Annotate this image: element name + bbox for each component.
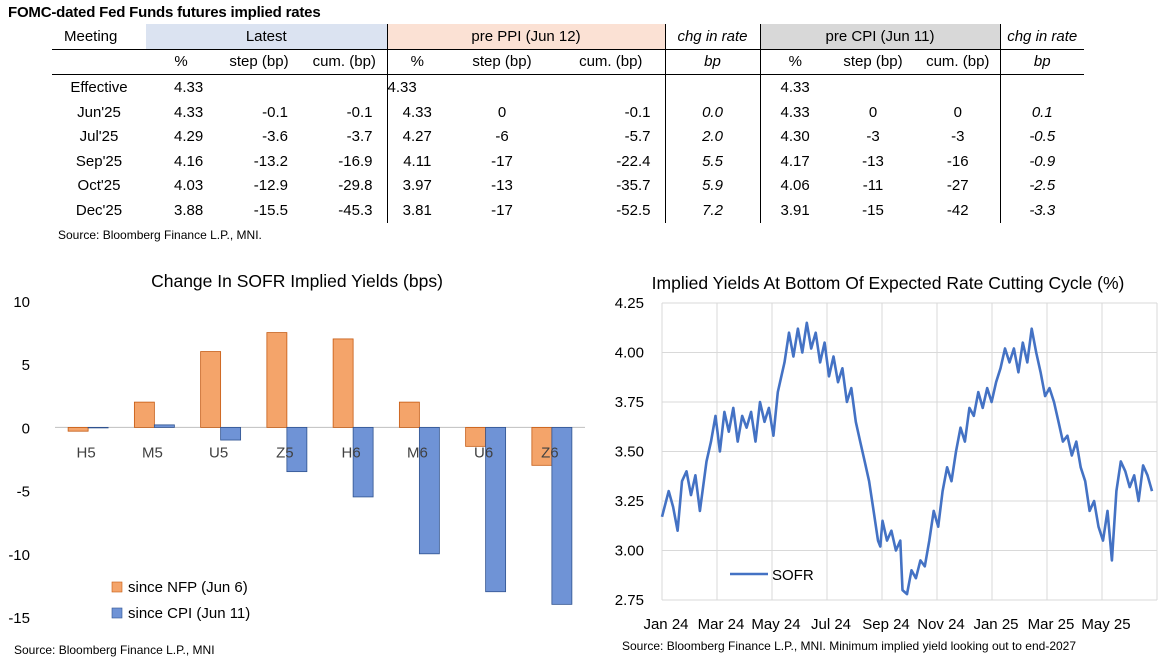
table-row: Jun'25 4.33 -0.1 -0.1 4.33 0 -0.1 0.0 4.… xyxy=(52,99,1084,125)
bar-x-tick-label: M6 xyxy=(407,444,428,461)
subheader-step: step (bp) xyxy=(447,49,557,76)
bar-y-tick-label: 5 xyxy=(22,357,30,374)
table-row: Sep'25 4.16 -13.2 -16.9 4.11 -17 -22.4 5… xyxy=(52,148,1084,174)
bar-x-tick-label: Z6 xyxy=(541,444,559,461)
line-x-tick-label: Mar 24 xyxy=(698,616,745,633)
legend-swatch-nfp xyxy=(111,581,123,593)
line-x-tick-label: Mar 25 xyxy=(1028,616,1075,633)
table-row: Jul'25 4.29 -3.6 -3.7 4.27 -6 -5.7 2.0 4… xyxy=(52,124,1084,149)
line-y-tick-label: 3.50 xyxy=(615,444,644,461)
bar-cpi-u6 xyxy=(485,426,507,593)
legend-swatch-cpi xyxy=(111,607,123,619)
line-x-tick-label: May 25 xyxy=(1081,616,1130,633)
bar-nfp-h5 xyxy=(67,426,89,432)
implied-yield-line-chart: Implied Yields At Bottom Of Expected Rat… xyxy=(615,273,1158,653)
line-x-tick-label: Jul 24 xyxy=(811,616,851,633)
sofr-change-bar-chart: Change In SOFR Implied Yields (bps) 10 5 0… xyxy=(8,271,585,657)
table-source-note: Source: Bloomberg Finance L.P., MNI. xyxy=(58,228,262,242)
line-y-tick-label: 2.75 xyxy=(615,592,644,609)
line-x-tick-label: Jan 24 xyxy=(643,616,688,633)
line-x-tick-label: May 24 xyxy=(751,616,800,633)
line-chart-gridlines xyxy=(661,302,1158,601)
bar-cpi-m5 xyxy=(153,424,175,428)
subheader-cum: cum. (bp) xyxy=(302,49,388,76)
table-row: Dec'25 3.88 -15.5 -45.3 3.81 -17 -52.5 7… xyxy=(52,198,1084,223)
line-chart-title: Implied Yields At Bottom Of Expected Rat… xyxy=(652,273,1125,293)
bar-x-tick-label: U5 xyxy=(209,444,228,461)
subheader-pct: % xyxy=(387,49,447,76)
line-y-tick-label: 4.25 xyxy=(615,295,644,312)
line-y-tick-label: 3.00 xyxy=(615,543,644,560)
header-latest: Latest xyxy=(146,24,388,50)
bar-cpi-h5 xyxy=(87,426,109,429)
bar-chart-bars xyxy=(67,332,573,605)
bar-chart-source-note: Source: Bloomberg Finance L.P., MNI xyxy=(14,643,215,657)
subheader-pct: % xyxy=(146,49,216,76)
subheader-step: step (bp) xyxy=(830,49,916,76)
line-chart-y-axis: 4.25 4.00 3.75 3.50 3.25 3.00 2.75 xyxy=(615,295,644,609)
legend-label-sofr: SOFR xyxy=(772,567,814,584)
line-y-tick-label: 3.25 xyxy=(615,493,644,510)
line-x-tick-label: Jan 25 xyxy=(973,616,1018,633)
bar-cpi-u5 xyxy=(220,426,242,441)
subheader-cum: cum. (bp) xyxy=(557,49,666,76)
header-chg-in-rate-2: chg in rate xyxy=(1000,24,1084,50)
table-title: FOMC-dated Fed Funds futures implied rat… xyxy=(8,4,321,21)
bar-cpi-z6 xyxy=(551,426,573,605)
bar-cpi-m6 xyxy=(418,426,440,555)
header-chg-in-rate-1: chg in rate xyxy=(665,24,760,50)
subheader-cum: cum. (bp) xyxy=(916,49,1001,76)
subheader-pct: % xyxy=(759,49,830,76)
bar-x-tick-label: M5 xyxy=(142,444,163,461)
bar-x-tick-label: Z5 xyxy=(276,444,294,461)
line-x-tick-label: Nov 24 xyxy=(917,616,965,633)
bar-y-tick-label: -5 xyxy=(17,484,30,501)
bar-nfp-z5 xyxy=(266,332,288,428)
legend-label-nfp: since NFP (Jun 6) xyxy=(128,579,248,596)
header-meeting: Meeting xyxy=(52,24,146,50)
bar-cpi-z5 xyxy=(286,426,308,473)
line-chart-source-note: Source: Bloomberg Finance L.P., MNI. Min… xyxy=(622,639,1076,653)
bar-x-tick-label: U6 xyxy=(474,444,493,461)
header-pre-cpi: pre CPI (Jun 11) xyxy=(759,24,1001,50)
bar-chart-title: Change In SOFR Implied Yields (bps) xyxy=(151,271,443,291)
line-y-tick-label: 4.00 xyxy=(615,345,644,362)
bar-y-tick-label: -15 xyxy=(8,610,30,627)
table-row: Oct'25 4.03 -12.9 -29.8 3.97 -13 -35.7 5… xyxy=(52,173,1084,199)
table-row: Effective 4.33 4.33 4.33 xyxy=(52,74,1084,100)
fomc-rates-table: Meeting Latest pre PPI (Jun 12) chg in r… xyxy=(52,24,1084,223)
line-y-tick-label: 3.75 xyxy=(615,394,644,411)
bar-x-tick-label: H5 xyxy=(77,444,96,461)
bar-y-tick-label: -10 xyxy=(8,547,30,564)
line-x-tick-label: Sep 24 xyxy=(862,616,910,633)
bar-nfp-m5 xyxy=(133,401,155,428)
bar-x-tick-label: H6 xyxy=(342,444,361,461)
sofr-series-line xyxy=(660,321,1154,596)
bar-y-tick-label: 10 xyxy=(13,294,30,311)
line-chart-legend: SOFR xyxy=(730,567,814,584)
bar-nfp-h6 xyxy=(332,338,354,428)
legend-label-cpi: since CPI (Jun 11) xyxy=(128,605,250,622)
bar-chart-legend: since NFP (Jun 6) since CPI (Jun 11) xyxy=(111,579,250,622)
subheader-bp: bp xyxy=(1000,49,1084,76)
subheader-step: step (bp) xyxy=(216,49,302,76)
table-group-header: Meeting Latest pre PPI (Jun 12) chg in r… xyxy=(52,24,1084,50)
bar-cpi-h6 xyxy=(352,426,374,498)
bar-y-tick-label: 0 xyxy=(22,420,30,437)
line-chart-x-axis: Jan 24 Mar 24 May 24 Jul 24 Sep 24 Nov 24 Jan … xyxy=(643,616,1130,633)
bar-chart-y-axis: 10 5 0 -5 -10 -15 xyxy=(8,294,30,627)
bar-nfp-u5 xyxy=(200,351,222,428)
header-pre-ppi: pre PPI (Jun 12) xyxy=(387,24,666,50)
table-sub-header: % step (bp) cum. (bp) % step (bp) cum. (… xyxy=(52,49,1084,76)
subheader-bp: bp xyxy=(665,49,760,76)
bar-chart-x-axis: H5 M5 U5 Z5 H6 M6 U6 Z6 xyxy=(77,444,559,461)
bar-nfp-m6 xyxy=(398,401,420,428)
